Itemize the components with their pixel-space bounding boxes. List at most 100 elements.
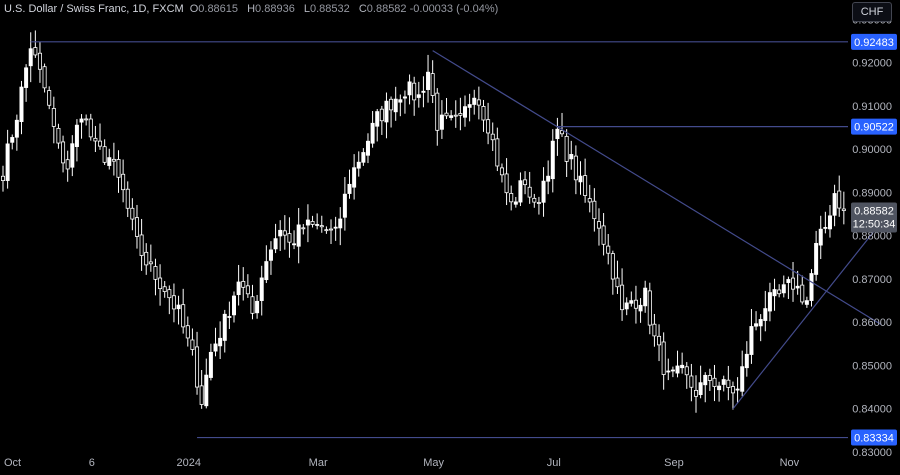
currency-button[interactable]: CHF	[852, 2, 892, 22]
candle	[144, 243, 149, 275]
candle	[125, 181, 130, 218]
candle	[208, 343, 213, 381]
candles	[0, 30, 846, 413]
candle-body	[583, 175, 588, 196]
candle-body	[347, 183, 352, 194]
candle-body	[241, 281, 246, 288]
candle	[767, 282, 772, 322]
candle-body	[767, 292, 772, 312]
y-tick-label: 0.92000	[852, 58, 892, 70]
candle	[638, 298, 643, 323]
level-price-label: 0.92483	[851, 33, 897, 50]
candle-body	[620, 284, 625, 311]
candle	[675, 350, 680, 378]
candle-body	[689, 375, 694, 388]
candle	[282, 215, 287, 250]
candle-body	[0, 175, 6, 181]
candle	[33, 30, 38, 58]
candle	[476, 86, 481, 120]
candle	[319, 215, 324, 233]
candle-body	[763, 308, 768, 321]
candle-body	[823, 227, 828, 229]
candle	[717, 381, 722, 402]
candle	[426, 54, 431, 103]
candle-body	[462, 106, 467, 118]
candle-body	[666, 370, 671, 373]
candle-body	[5, 143, 10, 181]
candle	[564, 129, 569, 177]
candle	[139, 218, 144, 271]
candle	[513, 196, 518, 208]
candle	[486, 102, 491, 145]
candle	[633, 285, 638, 324]
candle-body	[426, 71, 431, 90]
candle-body	[28, 48, 33, 67]
candle-body	[33, 47, 38, 56]
candle-body	[643, 287, 648, 307]
candle	[134, 204, 139, 249]
candle	[823, 211, 828, 234]
candle	[116, 150, 121, 193]
candle	[301, 224, 306, 235]
candle	[818, 215, 823, 260]
candle	[661, 332, 666, 390]
candle	[181, 288, 186, 334]
candle	[412, 76, 417, 116]
candle	[541, 167, 546, 217]
candle	[726, 365, 731, 401]
candle-body	[47, 90, 52, 106]
candle-body	[236, 281, 241, 296]
candle-body	[476, 99, 481, 106]
candle	[777, 284, 782, 298]
high-value: 0.88936	[255, 3, 295, 15]
candle	[70, 135, 75, 177]
candle	[218, 321, 223, 360]
candle-body	[592, 200, 597, 220]
change-value: -0.00033 (-0.04%)	[409, 3, 499, 15]
candle	[670, 366, 675, 378]
candle	[222, 309, 227, 353]
candle	[523, 171, 528, 195]
candle	[735, 377, 740, 404]
candle-body	[176, 304, 181, 310]
level-price-label: 0.83334	[851, 429, 897, 446]
candle-body	[412, 82, 417, 101]
candle	[832, 184, 837, 227]
candle-body	[213, 343, 218, 352]
candle-body	[171, 295, 176, 310]
candle	[601, 213, 606, 256]
candle-body	[102, 146, 107, 163]
candle-body	[481, 106, 486, 121]
candle-body	[389, 98, 394, 111]
candle-body	[615, 277, 620, 288]
legend-header: U.S. Dollar / Swiss Franc, 1D, FXCM O0.88…	[4, 3, 498, 15]
candle	[342, 177, 347, 231]
candle	[504, 158, 509, 206]
candle	[227, 301, 232, 329]
candle-body	[827, 215, 832, 230]
candle-body	[458, 113, 463, 116]
candle-body	[88, 118, 93, 138]
candle	[569, 140, 574, 170]
candle	[199, 369, 204, 409]
candle	[24, 64, 29, 102]
candle-body	[800, 284, 805, 303]
candle	[620, 268, 625, 321]
y-tick-label: 0.88000	[852, 231, 892, 243]
candle	[804, 296, 809, 308]
level-price-label-text: 0.83334	[854, 433, 894, 445]
candle-body	[153, 266, 158, 280]
candle	[666, 358, 671, 381]
candle	[148, 244, 153, 272]
candle-body	[292, 243, 297, 246]
candle	[809, 269, 814, 307]
candle	[324, 226, 329, 234]
close-value: 0.88582	[366, 3, 407, 15]
candle	[47, 86, 52, 110]
candle	[532, 193, 537, 208]
high-label: H	[247, 3, 256, 15]
candle	[536, 196, 541, 215]
